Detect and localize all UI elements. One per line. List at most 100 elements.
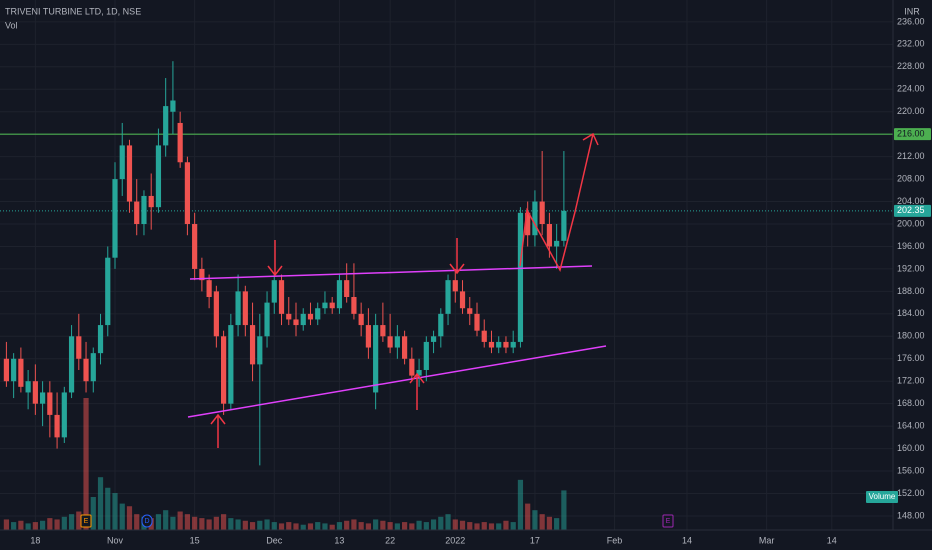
volume-bar [380,520,386,530]
candle-body [235,291,241,326]
volume-bar [561,490,567,530]
candle-body [242,291,248,326]
candle-body [206,280,212,298]
volume-bar [228,518,234,530]
y-tick-label: 184.00 [897,308,925,318]
x-tick-label: 14 [682,535,692,545]
event-badge [80,514,92,528]
volume-bar [192,516,198,530]
y-tick-label: 200.00 [897,218,925,228]
volume-bar [329,524,335,530]
candle-body [474,313,480,331]
candle-body [380,325,386,337]
event-label: E [666,518,671,525]
volume-bar [539,514,545,530]
volume-bar [365,523,371,530]
candle-body [112,179,118,258]
volume-bar [213,516,219,530]
candle-body [11,358,17,382]
candle-body [184,162,190,225]
candle-body [54,414,60,438]
y-tick-label: 196.00 [897,241,925,251]
volume-bar [206,519,212,530]
candle-body [148,195,154,208]
candle-body [561,210,567,241]
candle-body [438,313,444,337]
volume-bar [452,519,458,530]
volume-bar [409,523,415,530]
volume-bar [83,398,89,530]
volume-bar [257,520,263,530]
event-badge [141,514,153,528]
volume-bar [402,522,408,530]
volume-bar [177,511,183,530]
volume-bar [344,520,350,530]
volume-bar [25,523,31,530]
candle-body [68,336,75,393]
volume-bar [126,506,133,530]
y-tick-label: 212.00 [897,151,925,161]
candle-body [322,302,328,309]
candle-body [192,224,198,269]
candle-body [249,325,256,365]
candle-body [47,392,53,415]
volume-bar [264,519,270,530]
volume-bar [546,516,552,530]
volume-bar [32,522,38,530]
volume-bar [488,523,495,530]
volume-bar [105,487,111,530]
candle-body [387,336,393,348]
y-tick-label: 236.00 [897,16,925,26]
volume-bar [459,520,466,530]
volume-bar [525,503,531,530]
y-tick-label: 176.00 [897,353,925,363]
volume-bar [68,514,75,530]
y-tick-label: 160.00 [897,443,925,453]
y-tick-label: 148.00 [897,510,925,520]
candle-body [402,336,408,359]
volume-bar [416,520,422,530]
candle-body [467,308,473,314]
volume-bar [271,522,277,530]
volume-bar [517,479,524,530]
candle-body [61,392,67,438]
candle-body [554,240,560,247]
volume-bar [394,523,400,530]
volume-bar [3,519,9,530]
volume-bar [510,522,516,530]
candle-body [525,212,531,236]
candle-body [213,291,219,337]
volume-bar [112,493,118,530]
y-tick-label: 208.00 [897,173,925,183]
candle-body [481,330,487,342]
candle-body [532,201,538,236]
volume-bar [134,514,140,530]
volume-bar [423,522,429,530]
volume-bar [249,522,256,530]
price-axis [893,0,932,550]
volume-bar [235,519,241,530]
candle-body [344,280,350,298]
candle-body [365,325,371,348]
volume-bar [163,510,169,530]
candles [3,61,567,466]
volume-bar [40,520,46,530]
y-tick-label: 164.00 [897,421,925,431]
volume-bar [286,522,292,530]
volume-bar [54,519,60,530]
candle-body [452,280,458,292]
volume-bar [47,518,53,530]
candle-body [358,313,364,326]
volume-bar [532,510,538,530]
volume-bar [315,522,321,530]
candle-body [315,308,321,320]
candle-body [40,392,46,404]
volume-bar [18,520,24,530]
x-tick-label: 18 [30,535,40,545]
candle-body [351,297,357,314]
volume-bar [61,516,67,530]
arrow [409,372,425,410]
x-tick-label: 22 [385,535,395,545]
candle-body [264,302,270,337]
